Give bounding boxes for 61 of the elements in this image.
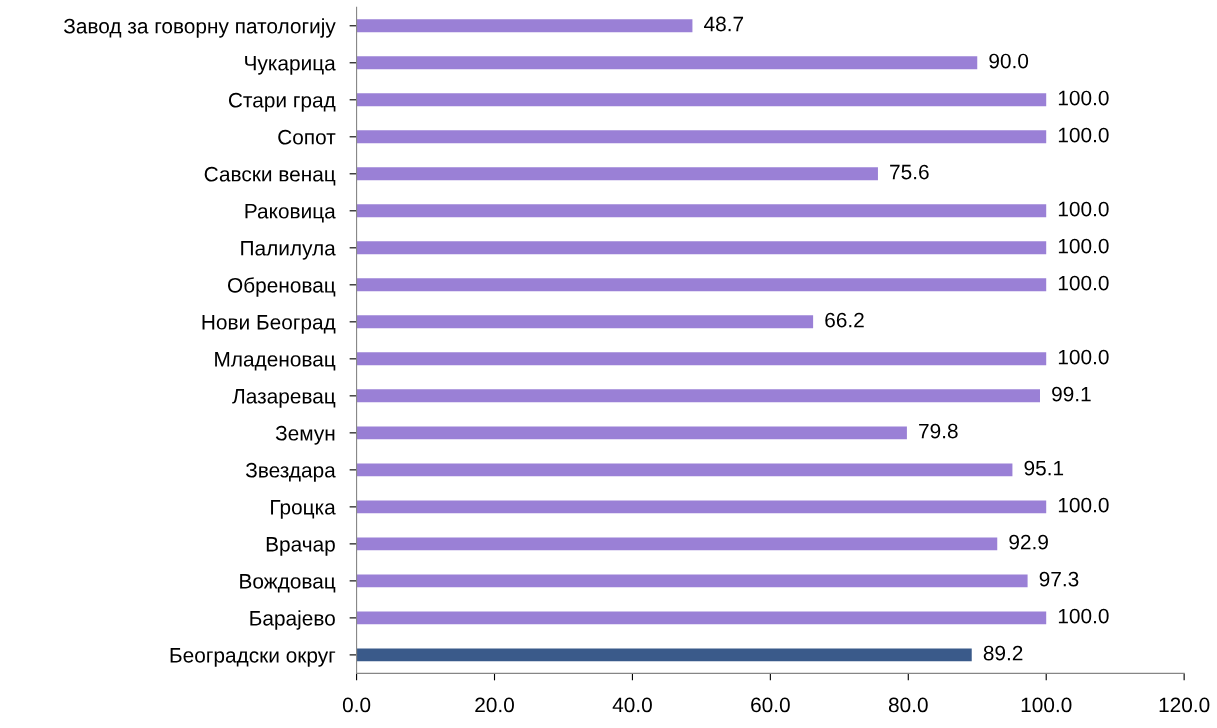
bar (356, 56, 978, 70)
bar (356, 389, 1041, 403)
x-tick-label: 80.0 (888, 697, 928, 713)
bar (356, 130, 1047, 144)
data-label: 100.0 (1058, 127, 1109, 143)
data-label: 75.6 (890, 164, 929, 180)
data-label: 100.0 (1058, 349, 1109, 365)
bar (356, 426, 907, 440)
bar (356, 463, 1013, 477)
y-tick-label: Земун (275, 425, 335, 445)
data-label: 100.0 (1058, 90, 1109, 106)
bar (356, 352, 1047, 366)
y-tick-label: Обреновац (227, 277, 336, 297)
y-tick-label: Раковица (245, 204, 336, 223)
y-tick-label: Врачар (266, 537, 335, 556)
data-label: 100.0 (1058, 201, 1109, 217)
x-tick-label: 20.0 (475, 697, 514, 713)
data-label: 90.0 (989, 53, 1029, 69)
bar (356, 648, 972, 662)
y-tick-label: Звездара (245, 462, 336, 482)
data-label: 89.2 (983, 645, 1023, 661)
bar (356, 204, 1047, 218)
data-label: 95.1 (1024, 460, 1064, 476)
x-tick-label: 40.0 (612, 697, 652, 713)
y-tick-label: Гроцка (271, 500, 336, 519)
y-tick-label: Завод за говорну патологију (63, 18, 336, 38)
data-label: 99.1 (1052, 386, 1091, 402)
bar (356, 167, 878, 181)
data-label: 79.8 (919, 423, 958, 439)
y-tick-label: Чукарица (245, 56, 336, 75)
y-tick-label: Лазаревац (232, 389, 336, 408)
x-tick-label: 0.0 (342, 697, 371, 713)
y-tick-label: Младеновац (215, 352, 336, 371)
bar (356, 574, 1028, 588)
bar (356, 537, 998, 551)
data-label: 100.0 (1058, 608, 1109, 624)
x-tick-label: 60.0 (751, 697, 790, 713)
bar (356, 500, 1047, 514)
bar (356, 19, 693, 33)
bar (356, 315, 814, 329)
data-label: 100.0 (1058, 497, 1109, 513)
data-label: 97.3 (1039, 571, 1079, 587)
bar (356, 611, 1047, 625)
data-label: 92.9 (1009, 534, 1048, 550)
data-label: 66.2 (825, 312, 864, 328)
y-tick-label: Савски венац (204, 166, 336, 186)
y-tick-label: Сопот (278, 129, 336, 145)
data-label: 100.0 (1058, 238, 1109, 254)
x-tick-label: 100.0 (1021, 697, 1072, 713)
data-label: 48.7 (704, 16, 744, 32)
y-tick-label: Стари град (228, 92, 336, 112)
data-label: 100.0 (1058, 275, 1109, 291)
y-tick-label: Барајево (250, 610, 335, 630)
y-tick-label: Нови Београд (202, 315, 336, 334)
y-tick-label: Вождовац (240, 574, 336, 593)
bar (356, 93, 1047, 107)
y-tick-label: Београдски округ (170, 648, 336, 667)
y-tick-label: Палилула (241, 241, 336, 260)
bar (356, 241, 1047, 255)
x-tick-label: 120.0 (1159, 697, 1210, 713)
bar (356, 278, 1047, 292)
